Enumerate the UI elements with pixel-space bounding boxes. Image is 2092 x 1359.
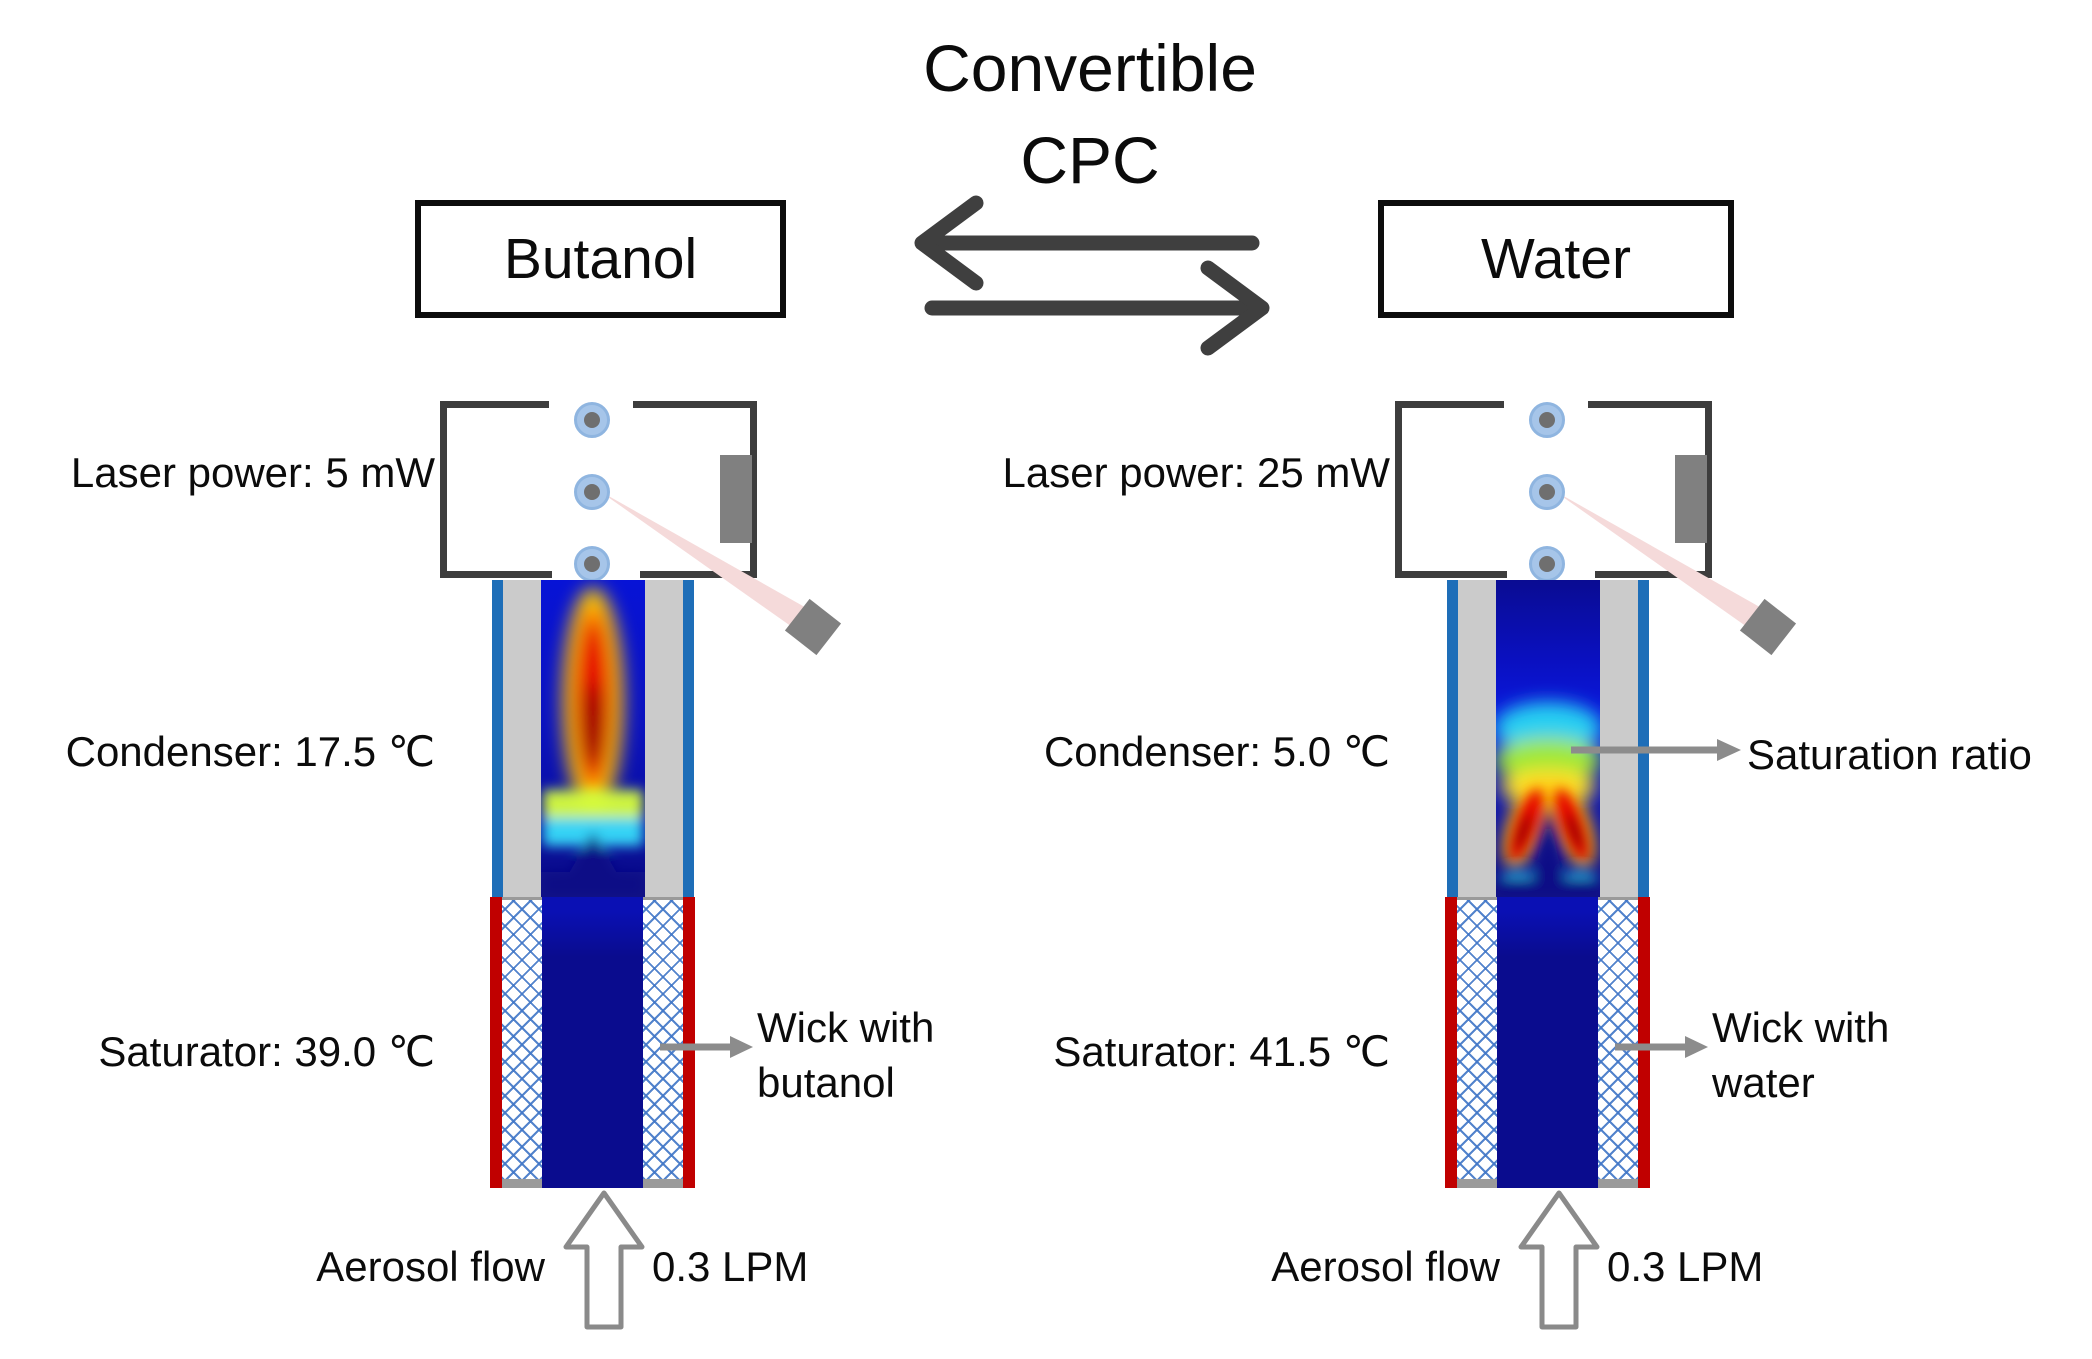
heater-jacket-right <box>1638 897 1650 1188</box>
lens-core-icon <box>1539 484 1555 500</box>
mode-box-water-label: Water <box>1481 227 1631 291</box>
photodetector-icon <box>1675 455 1707 543</box>
mode-box-butanol: Butanol <box>415 200 786 318</box>
lens-core-icon <box>1539 412 1555 428</box>
aerosol-flow-label: Aerosol flow <box>316 1243 545 1290</box>
wick-pointer-arrow-icon <box>1615 1036 1708 1058</box>
saturation-plume-water <box>1496 580 1600 897</box>
wick-left <box>502 897 542 1188</box>
device-water: Laser power: 25 mW Condenser: 5.0 ℃ Satu… <box>955 0 2032 1359</box>
device-butanol: Laser power: 5 mW Condenser: 17.5 ℃ Satu… <box>65 401 1017 1330</box>
laser-power-label: Laser power: 5 mW <box>70 449 435 496</box>
wick-label-line1: Wick with <box>1712 1004 1890 1051</box>
lens-icon <box>1529 546 1565 582</box>
coolant-jacket-left <box>492 580 503 897</box>
lens-icon <box>574 546 610 582</box>
wick-label-line2: butanol <box>757 1059 895 1106</box>
flow-rate-label: 0.3 LPM <box>1607 1243 1764 1290</box>
laser-beam-icon <box>1553 490 1765 634</box>
saturator-temp-label: Saturator: 41.5 ℃ <box>1053 1028 1390 1075</box>
photodetector-icon <box>720 455 752 543</box>
condenser-temp-label: Condenser: 5.0 ℃ <box>1043 728 1390 775</box>
lens-icon <box>1529 474 1565 510</box>
flow-rate-label: 0.3 LPM <box>652 1243 809 1290</box>
title-line2: CPC <box>1020 123 1160 197</box>
condenser-wall-left <box>1458 580 1496 897</box>
saturation-ratio-label: Saturation ratio <box>1747 731 2032 778</box>
page-title: Convertible CPC <box>790 22 1390 206</box>
condenser-wall-right <box>1600 580 1638 897</box>
condenser-wall-left <box>503 580 541 897</box>
wick-label: Wick with water <box>1712 1000 1972 1110</box>
lens-core-icon <box>584 556 600 572</box>
condenser-temp-label: Condenser: 17.5 ℃ <box>65 728 435 775</box>
wick-label-line2: water <box>1712 1059 1815 1106</box>
wick-label: Wick with butanol <box>757 1000 1017 1110</box>
lens-icon <box>574 474 610 510</box>
coolant-jacket-left <box>1447 580 1458 897</box>
saturation-ratio-arrow-icon <box>1571 739 1741 761</box>
heater-jacket-left <box>1445 897 1457 1188</box>
wick-right <box>1598 897 1638 1188</box>
mode-box-butanol-label: Butanol <box>503 227 698 291</box>
lens-core-icon <box>1539 556 1555 572</box>
lens-core-icon <box>584 484 600 500</box>
laser-power-label: Laser power: 25 mW <box>1002 449 1390 496</box>
wick-label-line1: Wick with <box>757 1004 935 1051</box>
heater-jacket-right <box>683 897 695 1188</box>
lens-icon <box>1529 402 1565 438</box>
title-line1: Convertible <box>923 31 1257 105</box>
saturator-temp-label: Saturator: 39.0 ℃ <box>98 1028 435 1075</box>
wick-pointer-arrow-icon <box>660 1036 753 1058</box>
coolant-jacket-right <box>1638 580 1649 897</box>
saturator-channel <box>542 897 643 1188</box>
condenser-wall-right <box>645 580 683 897</box>
lens-icon <box>574 402 610 438</box>
mode-box-water: Water <box>1378 200 1734 318</box>
aerosol-up-arrow-icon <box>563 1190 645 1330</box>
aerosol-up-arrow-icon <box>1518 1190 1600 1330</box>
saturator-channel <box>1497 897 1598 1188</box>
wick-right <box>643 897 683 1188</box>
lens-core-icon <box>584 412 600 428</box>
saturation-plume-butanol <box>541 580 645 897</box>
coolant-jacket-right <box>683 580 694 897</box>
heater-jacket-left <box>490 897 502 1188</box>
laser-beam-icon <box>598 490 810 634</box>
wick-left <box>1457 897 1497 1188</box>
aerosol-flow-label: Aerosol flow <box>1271 1243 1500 1290</box>
swap-arrows-icon <box>914 195 1270 356</box>
